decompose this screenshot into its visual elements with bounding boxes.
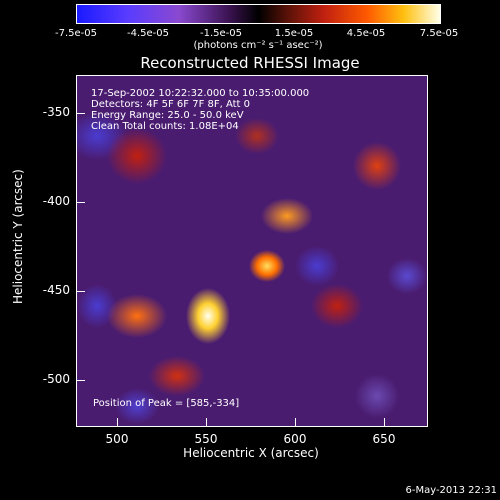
colorbar-tick: -4.5e-05	[127, 28, 169, 39]
y-axis-label: Heliocentric Y (arcsec)	[11, 169, 25, 304]
y-tick-mark	[77, 113, 85, 114]
x-tick-label: 550	[194, 432, 218, 446]
x-tick-mark	[295, 418, 296, 426]
colorbar-unit-label: (photons cm⁻² s⁻¹ asec⁻²)	[193, 40, 323, 51]
colorbar-tick: 7.5e-05	[419, 28, 459, 39]
y-tick-label: -350	[42, 105, 70, 119]
x-axis-label: Heliocentric X (arcsec)	[183, 446, 319, 460]
peak-position-label: Position of Peak = [585,-334]	[93, 398, 240, 409]
x-tick-mark	[206, 418, 207, 426]
y-tick-mark	[77, 291, 85, 292]
info-time-range: 17-Sep-2002 10:22:32.000 to 10:35:00.000	[91, 88, 310, 99]
y-tick-label: -400	[42, 194, 70, 208]
solar-image-plot: 17-Sep-2002 10:22:32.000 to 10:35:00.000…	[76, 75, 428, 427]
colorbar-tick: -1.5e-05	[200, 28, 242, 39]
y-tick-label: -500	[42, 372, 70, 386]
timestamp-footer: 6-May-2013 22:31	[405, 485, 497, 496]
x-tick-mark	[384, 418, 385, 426]
y-tick-mark	[77, 380, 85, 381]
info-energy-range: Energy Range: 25.0 - 50.0 keV	[91, 110, 244, 121]
colorbar-tick: -7.5e-05	[55, 28, 97, 39]
x-tick-mark	[117, 418, 118, 426]
colorbar	[76, 4, 441, 24]
info-detectors: Detectors: 4F 5F 6F 7F 8F, Att 0	[91, 99, 251, 110]
colorbar-tick: 1.5e-05	[274, 28, 314, 39]
y-tick-label: -450	[42, 283, 70, 297]
x-tick-label: 500	[105, 432, 129, 446]
colorbar-tick: 4.5e-05	[346, 28, 386, 39]
x-tick-label: 600	[283, 432, 307, 446]
info-total-counts: Clean Total counts: 1.08E+04	[91, 121, 239, 132]
x-tick-label: 650	[372, 432, 396, 446]
y-tick-mark	[77, 202, 85, 203]
image-title: Reconstructed RHESSI Image	[140, 54, 360, 72]
